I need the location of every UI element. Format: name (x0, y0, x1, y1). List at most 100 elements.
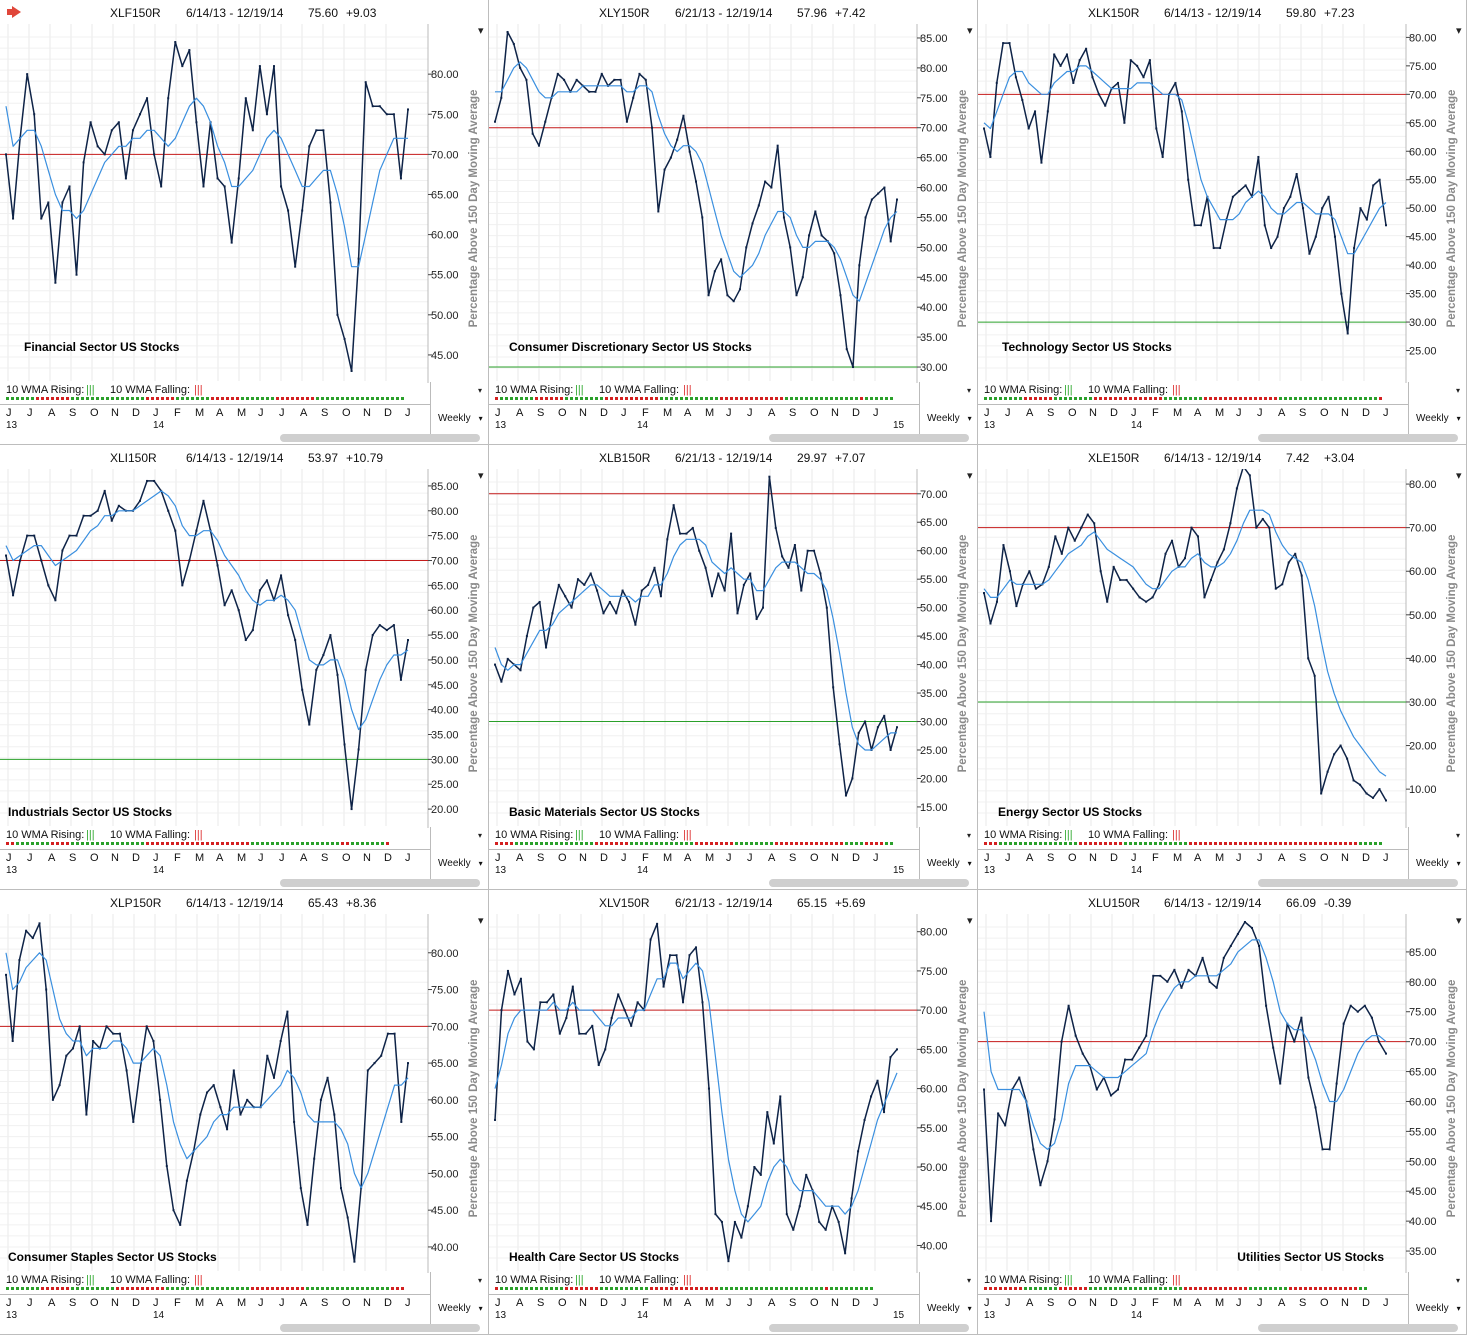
price-data-point (103, 153, 106, 156)
price-data-point (1054, 535, 1057, 538)
price-data-point (1293, 1040, 1296, 1043)
horizontal-scrollbar[interactable] (769, 879, 969, 887)
rising-dot (1019, 397, 1022, 400)
y-tick-label: 50.00 (1409, 203, 1437, 215)
price-data-point (172, 1209, 175, 1212)
price-data-point (632, 96, 635, 99)
price-data-point (1365, 218, 1368, 221)
period-selector[interactable]: Weekly ▾ (438, 413, 483, 424)
y-tick-label: 85.00 (920, 33, 948, 45)
price-data-point (1356, 1010, 1359, 1013)
falling-dot (830, 842, 833, 845)
price-data-point (40, 217, 43, 220)
horizontal-scrollbar[interactable] (280, 879, 480, 887)
price-data-point (774, 526, 777, 529)
wma-falling-label: 10 WMA Falling: (1088, 384, 1169, 396)
y-tick-label: 35.00 (1409, 289, 1437, 301)
rising-dot (21, 397, 24, 400)
horizontal-scrollbar[interactable] (1258, 879, 1458, 887)
rising-dot (1189, 397, 1192, 400)
price-data-point (1158, 583, 1161, 586)
rising-dot (1334, 397, 1337, 400)
indicator-dropdown-icon[interactable]: ▾ (1456, 386, 1461, 395)
horizontal-scrollbar[interactable] (769, 1324, 969, 1332)
falling-dot (805, 842, 808, 845)
falling-dot (151, 842, 154, 845)
rising-dot (1129, 1287, 1132, 1290)
rising-dot (141, 842, 144, 845)
rising-dot (845, 842, 848, 845)
chart-panel-xlp150r[interactable]: XLP150R 6/14/13 - 12/19/14 65.43 +8.36 40.00… (0, 890, 489, 1335)
price-data-point (1208, 980, 1211, 983)
price-data-point (326, 1076, 329, 1079)
price-data-point (896, 1048, 898, 1051)
wma-falling-label: 10 WMA Falling: (110, 829, 191, 841)
period-selector[interactable]: Weekly ▾ (927, 413, 972, 424)
indicator-dropdown-icon[interactable]: ▾ (478, 1276, 483, 1285)
price-data-point (782, 216, 785, 219)
wma-legend: 10 WMA Rising: ||| 10 WMA Falling: ||| ▾ (0, 827, 488, 849)
indicator-dropdown-icon[interactable]: ▾ (1456, 831, 1461, 840)
rising-dot (1179, 397, 1182, 400)
rising-dot (505, 1287, 508, 1290)
chart-panel-xlv150r[interactable]: XLV150R 6/21/13 - 12/19/14 65.15 +5.69 40.00… (489, 890, 978, 1335)
x-tick-label: A (1026, 407, 1034, 419)
chart-panel-xly150r[interactable]: XLY150R 6/21/13 - 12/19/14 57.96 +7.42 30.00… (489, 0, 978, 445)
falling-dot (1194, 842, 1197, 845)
indicator-dropdown-icon[interactable]: ▾ (478, 386, 483, 395)
x-tick-label: S (321, 1297, 329, 1309)
x-tick-label: D (1110, 1297, 1118, 1309)
x-tick-label: J (6, 1297, 12, 1309)
period-selector[interactable]: Weekly ▾ (1416, 858, 1461, 869)
rising-dot (630, 842, 633, 845)
period-selector[interactable]: Weekly ▾ (438, 1303, 483, 1314)
period-selector[interactable]: Weekly ▾ (438, 858, 483, 869)
chart-panel-xle150r[interactable]: XLE150R 6/14/13 - 12/19/14 7.42 +3.04 10.00 2… (978, 445, 1467, 890)
price-data-point (385, 113, 388, 116)
indicator-dropdown-icon[interactable]: ▾ (967, 1276, 972, 1285)
price-data-point (640, 589, 643, 592)
chart-panel-xlk150r[interactable]: XLK150R 6/14/13 - 12/19/14 59.80 +7.23 25.00… (978, 0, 1467, 445)
horizontal-scrollbar[interactable] (769, 434, 969, 442)
chart-header: XLU150R 6/14/13 - 12/19/14 66.09 -0.39 (978, 890, 1466, 914)
price-data-point (265, 579, 268, 582)
x-tick-label: J (27, 852, 33, 864)
indicator-dropdown-icon[interactable]: ▾ (1456, 1276, 1461, 1285)
rising-dot (1184, 397, 1187, 400)
rising-dot (351, 1287, 354, 1290)
falling-dot (660, 1287, 663, 1290)
price-data-point (1104, 104, 1107, 107)
period-selector[interactable]: Weekly ▾ (1416, 413, 1461, 424)
horizontal-scrollbar[interactable] (1258, 434, 1458, 442)
indicator-dropdown-icon[interactable]: ▾ (967, 386, 972, 395)
x-tick-label: M (663, 852, 673, 864)
horizontal-scrollbar[interactable] (280, 434, 480, 442)
rising-dot (106, 842, 109, 845)
falling-dot (246, 842, 249, 845)
arrow-right-icon[interactable] (7, 6, 21, 18)
indicator-dropdown-icon[interactable]: ▾ (478, 831, 483, 840)
rising-dot (630, 1287, 633, 1290)
price-data-point (845, 348, 848, 351)
indicator-dropdown-icon[interactable]: ▾ (967, 831, 972, 840)
rising-dot (570, 842, 573, 845)
chart-panel-xlf150r[interactable]: XLF150R 6/14/13 - 12/19/14 75.60 +9.03 45.00… (0, 0, 489, 445)
chart-panel-xlb150r[interactable]: XLB150R 6/21/13 - 12/19/14 29.97 +7.07 15.00… (489, 445, 978, 890)
x-year-label: 13 (495, 420, 507, 431)
rising-dot (989, 397, 992, 400)
rising-dot (211, 1287, 214, 1290)
rising-dot (1044, 1287, 1047, 1290)
chart-panel-xli150r[interactable]: XLI150R 6/14/13 - 12/19/14 53.97 +10.79 20.0… (0, 445, 489, 890)
period-selector[interactable]: Weekly ▾ (927, 858, 972, 869)
falling-dot (1219, 842, 1222, 845)
price-data-point (818, 1220, 821, 1223)
price-data-point (556, 72, 559, 75)
period-selector[interactable]: Weekly ▾ (1416, 1303, 1461, 1314)
falling-dot (720, 397, 723, 400)
chart-panel-xlu150r[interactable]: XLU150R 6/14/13 - 12/19/14 66.09 -0.39 35.00… (978, 890, 1467, 1335)
price-data-point (1307, 657, 1310, 660)
rising-dot (276, 842, 279, 845)
horizontal-scrollbar[interactable] (280, 1324, 480, 1332)
horizontal-scrollbar[interactable] (1258, 1324, 1458, 1332)
period-selector[interactable]: Weekly ▾ (927, 1303, 972, 1314)
